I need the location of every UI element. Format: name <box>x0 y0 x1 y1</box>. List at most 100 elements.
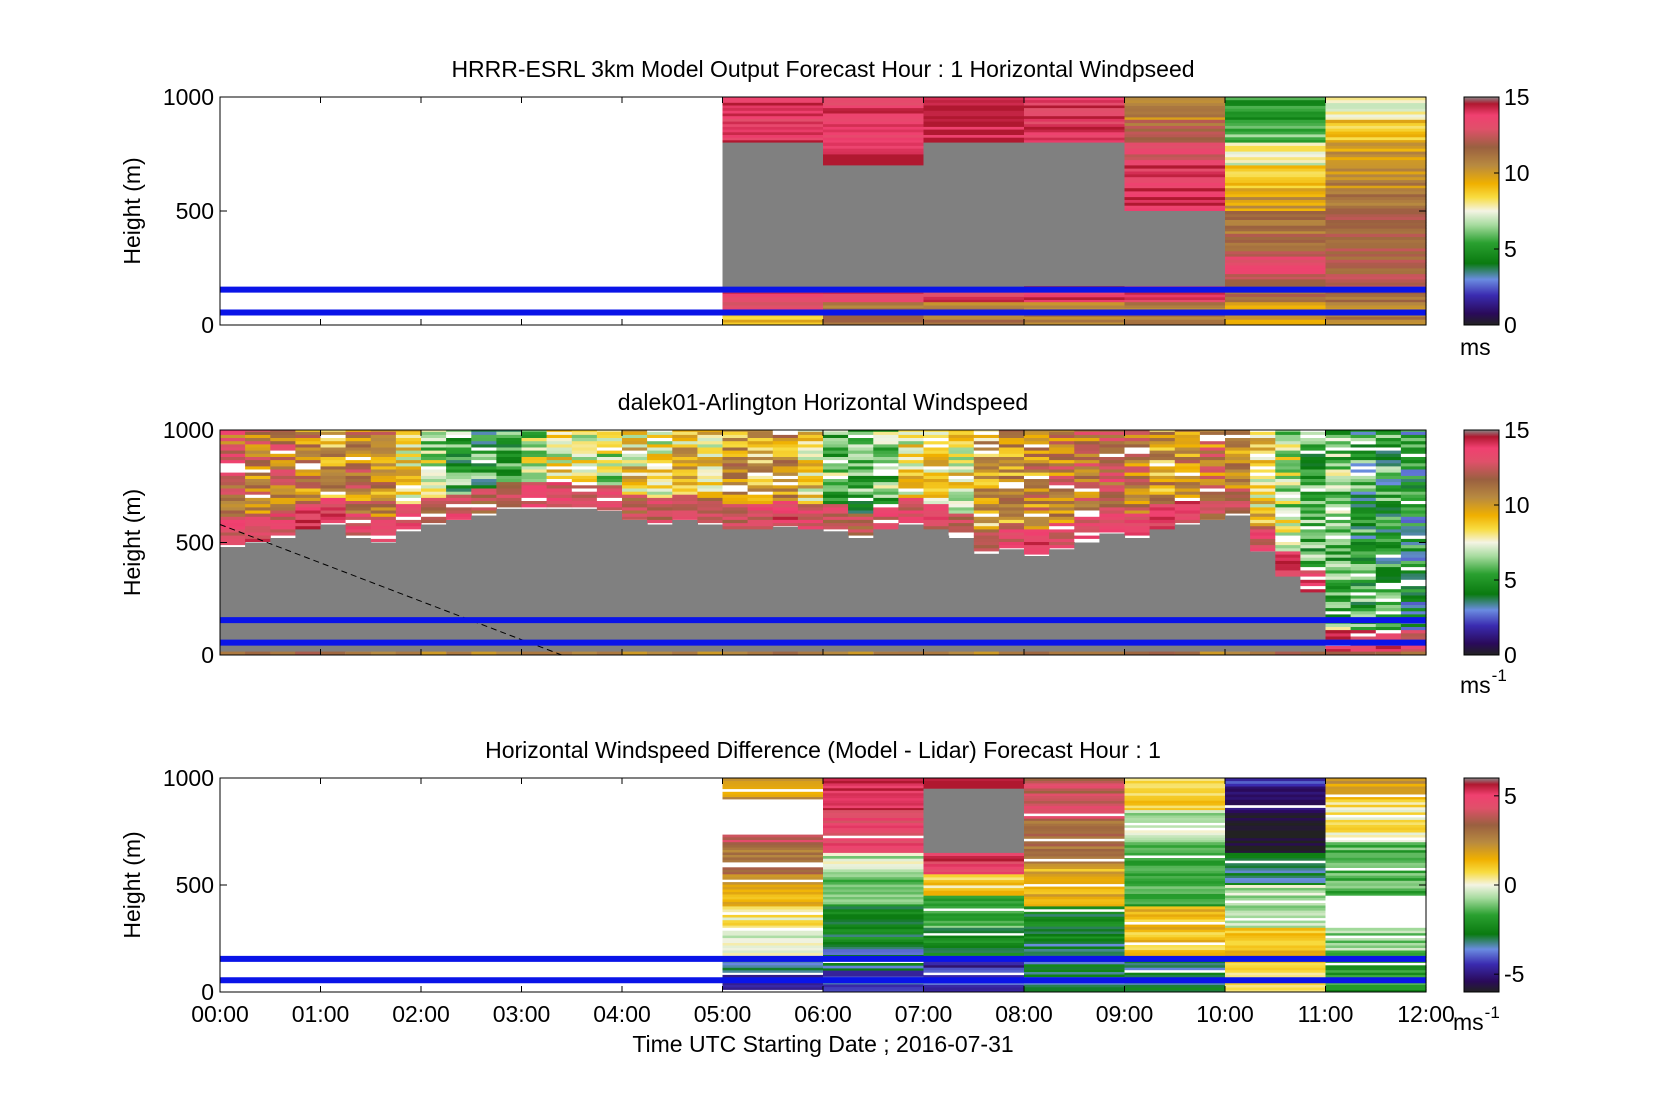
heatmap-cell <box>345 453 372 457</box>
heatmap-cell <box>1225 847 1327 851</box>
heatmap-cell <box>1300 513 1327 517</box>
heatmap-cell <box>1049 522 1075 527</box>
heatmap-cell <box>722 962 824 966</box>
heatmap-cell <box>722 786 824 790</box>
heatmap-cell <box>345 447 372 451</box>
heatmap-cell <box>1275 450 1301 454</box>
heatmap-cell <box>1024 906 1126 910</box>
heatmap-cell <box>797 510 824 514</box>
heatmap-cell <box>1325 491 1352 495</box>
heatmap-cell <box>446 456 472 461</box>
heatmap-cell <box>1024 928 1126 932</box>
heatmap-cell <box>1325 282 1427 286</box>
heatmap-cell <box>1024 462 1050 467</box>
heatmap-cell <box>772 503 799 508</box>
heatmap-cell <box>1300 588 1327 593</box>
heatmap-cell <box>948 430 975 432</box>
heatmap-cell <box>923 855 1025 859</box>
heatmap-cell <box>345 494 372 498</box>
heatmap-cell <box>923 305 1025 309</box>
heatmap-cell <box>1225 895 1327 898</box>
heatmap-cell <box>1099 522 1126 527</box>
heatmap-cell <box>622 447 648 451</box>
heatmap-cell <box>697 497 724 501</box>
heatmap-cell <box>245 450 271 454</box>
heatmap-cell <box>1225 148 1327 152</box>
heatmap-cell <box>672 651 698 656</box>
heatmap-cell <box>1350 497 1377 501</box>
heatmap-cell <box>446 478 472 483</box>
heatmap-cell <box>1024 911 1126 915</box>
heatmap-cell <box>1400 450 1427 454</box>
heatmap-cell <box>1225 500 1251 505</box>
heatmap-cell <box>546 469 573 473</box>
heatmap-cell <box>973 481 1000 486</box>
heatmap-cell <box>320 478 347 483</box>
heatmap-cell <box>245 525 271 530</box>
heatmap-cell <box>1024 790 1126 794</box>
heatmap-cell <box>345 444 372 448</box>
heatmap-cell <box>1275 481 1301 486</box>
heatmap-cell <box>1325 469 1352 473</box>
heatmap-cell <box>1124 450 1151 454</box>
heatmap-cell <box>220 494 246 498</box>
heatmap-cell <box>1049 544 1075 549</box>
heatmap-cell <box>722 126 824 130</box>
heatmap-cell <box>1325 494 1352 498</box>
heatmap-cell <box>1225 245 1327 249</box>
heatmap-cell <box>1124 171 1226 175</box>
heatmap-cell <box>923 917 1025 921</box>
heatmap-cell <box>848 494 874 498</box>
heatmap-cell <box>1225 162 1327 166</box>
heatmap-cell <box>1174 466 1201 470</box>
colorbar-tick-label: 15 <box>1504 417 1530 443</box>
heatmap-cell <box>1225 444 1251 448</box>
heatmap-cell <box>1149 462 1176 467</box>
heatmap-cell <box>1250 440 1276 445</box>
heatmap-cell <box>722 118 824 122</box>
heatmap-cell <box>823 491 849 495</box>
heatmap-cell <box>546 430 573 432</box>
heatmap-cell <box>672 491 698 495</box>
heatmap-cell <box>1124 824 1226 828</box>
heatmap-cell <box>722 322 824 326</box>
heatmap-cell <box>722 97 824 101</box>
heatmap-cell <box>395 651 422 656</box>
heatmap-cell <box>295 430 322 432</box>
heatmap-cell <box>571 508 598 653</box>
heatmap-cell <box>1049 500 1075 505</box>
heatmap-cell <box>973 440 1000 445</box>
heatmap-cell <box>1124 929 1226 933</box>
heatmap-cell <box>345 431 372 435</box>
heatmap-cell <box>873 510 899 514</box>
heatmap-cell <box>1325 854 1427 858</box>
heatmap-cell <box>823 484 849 489</box>
heatmap-cell <box>1124 302 1226 306</box>
heatmap-cell <box>1275 522 1301 527</box>
heatmap-cell <box>1124 440 1151 445</box>
heatmap-cell <box>948 466 975 470</box>
heatmap-cell <box>973 462 1000 467</box>
heatmap-cell <box>1275 456 1301 461</box>
heatmap-cell <box>1400 598 1427 602</box>
heatmap-cell <box>1325 592 1352 596</box>
heatmap-cell <box>1325 102 1427 106</box>
heatmap-cell <box>1174 516 1201 520</box>
heatmap-cell <box>1300 500 1327 505</box>
heatmap-cell <box>1325 193 1427 198</box>
heatmap-cell <box>1124 807 1226 811</box>
heatmap-cell <box>1024 547 1050 552</box>
heatmap-cell <box>1024 916 1126 920</box>
heatmap-cell <box>521 475 548 479</box>
heatmap-cell <box>446 520 472 652</box>
heatmap-cell <box>1275 500 1301 505</box>
heatmap-cell <box>622 478 648 483</box>
heatmap-cell <box>923 481 950 486</box>
heatmap-cell <box>471 462 497 467</box>
heatmap-cell <box>1124 865 1226 869</box>
heatmap-cell <box>1124 908 1226 912</box>
heatmap-cell <box>973 450 1000 454</box>
heatmap-cell <box>823 852 925 856</box>
heatmap-cell <box>1024 805 1126 809</box>
heatmap-cell <box>647 462 673 467</box>
